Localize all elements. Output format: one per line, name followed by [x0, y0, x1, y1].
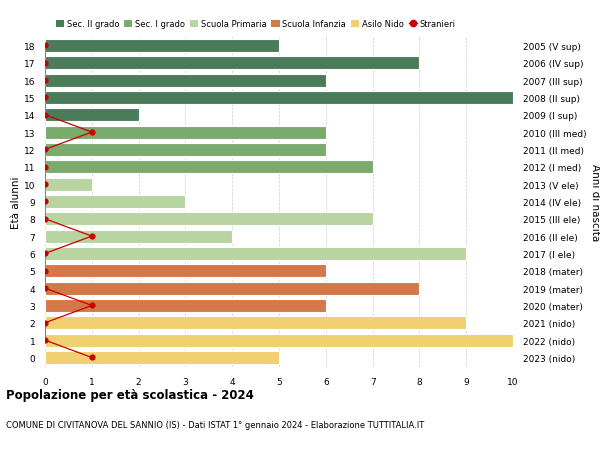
- Y-axis label: Età alunni: Età alunni: [11, 176, 21, 228]
- Bar: [45, 57, 419, 70]
- Point: [40, 43, 50, 50]
- Bar: [45, 92, 513, 105]
- Point: [40, 198, 50, 206]
- Bar: [45, 247, 466, 260]
- Bar: [45, 317, 466, 330]
- Bar: [45, 282, 419, 295]
- Y-axis label: Anni di nascita: Anni di nascita: [590, 163, 600, 241]
- Bar: [45, 144, 326, 157]
- Bar: [45, 196, 185, 208]
- Point: [40, 216, 50, 223]
- Point: [40, 146, 50, 154]
- Bar: [45, 109, 139, 122]
- Bar: [45, 40, 279, 53]
- Text: Popolazione per età scolastica - 2024: Popolazione per età scolastica - 2024: [6, 388, 254, 401]
- Text: COMUNE DI CIVITANOVA DEL SANNIO (IS) - Dati ISTAT 1° gennaio 2024 - Elaborazione: COMUNE DI CIVITANOVA DEL SANNIO (IS) - D…: [6, 420, 424, 429]
- Bar: [45, 230, 232, 243]
- Point: [40, 319, 50, 327]
- Point: [87, 354, 97, 361]
- Bar: [45, 74, 326, 87]
- Point: [40, 285, 50, 292]
- Bar: [45, 299, 326, 312]
- Bar: [45, 126, 326, 139]
- Point: [40, 268, 50, 275]
- Bar: [45, 351, 279, 364]
- Point: [87, 233, 97, 240]
- Point: [40, 95, 50, 102]
- Legend: Sec. II grado, Sec. I grado, Scuola Primaria, Scuola Infanzia, Asilo Nido, Stran: Sec. II grado, Sec. I grado, Scuola Prim…: [56, 20, 455, 29]
- Bar: [45, 334, 513, 347]
- Point: [40, 77, 50, 84]
- Point: [40, 112, 50, 119]
- Point: [40, 250, 50, 257]
- Point: [40, 164, 50, 171]
- Point: [40, 60, 50, 67]
- Bar: [45, 161, 373, 174]
- Point: [40, 337, 50, 344]
- Bar: [45, 178, 92, 191]
- Bar: [45, 265, 326, 278]
- Point: [40, 181, 50, 188]
- Bar: [45, 213, 373, 226]
- Point: [87, 302, 97, 309]
- Point: [87, 129, 97, 136]
